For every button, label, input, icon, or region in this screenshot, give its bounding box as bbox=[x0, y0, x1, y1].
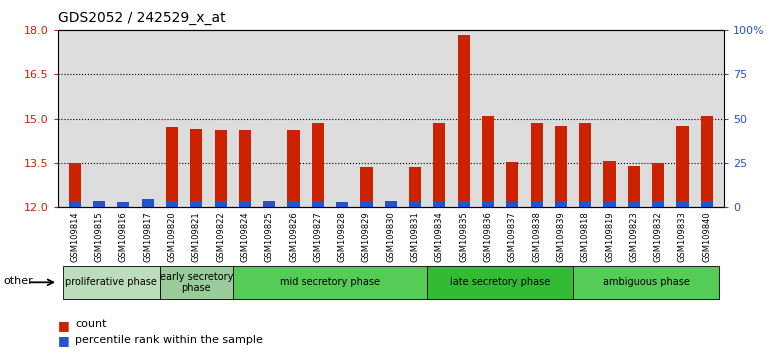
Text: GSM109815: GSM109815 bbox=[95, 212, 104, 262]
Text: GSM109820: GSM109820 bbox=[168, 212, 176, 262]
Bar bbox=[287, 130, 300, 207]
Text: mid secretory phase: mid secretory phase bbox=[280, 277, 380, 287]
Bar bbox=[506, 162, 518, 207]
Text: proliferative phase: proliferative phase bbox=[65, 277, 157, 287]
Bar bbox=[312, 201, 324, 207]
Bar bbox=[628, 166, 640, 207]
Text: GSM109836: GSM109836 bbox=[484, 212, 493, 262]
Bar bbox=[239, 201, 251, 207]
Bar bbox=[117, 202, 129, 207]
Bar bbox=[263, 202, 276, 207]
Bar bbox=[160, 266, 233, 299]
Text: GSM109834: GSM109834 bbox=[435, 212, 444, 262]
Text: GSM109826: GSM109826 bbox=[289, 212, 298, 262]
Bar bbox=[628, 202, 640, 207]
Text: GSM109821: GSM109821 bbox=[192, 212, 201, 262]
Text: GSM109828: GSM109828 bbox=[338, 212, 346, 262]
Bar bbox=[360, 201, 373, 207]
Text: GSM109832: GSM109832 bbox=[654, 212, 663, 262]
Bar bbox=[239, 130, 251, 207]
Bar bbox=[190, 129, 203, 207]
Bar bbox=[142, 199, 154, 207]
Bar bbox=[701, 201, 713, 207]
Bar bbox=[457, 201, 470, 207]
Text: count: count bbox=[75, 319, 107, 329]
Bar bbox=[652, 163, 665, 207]
Bar bbox=[93, 201, 105, 207]
Bar bbox=[336, 202, 348, 207]
Bar bbox=[166, 127, 178, 207]
Text: GSM109831: GSM109831 bbox=[410, 212, 420, 262]
Text: GSM109814: GSM109814 bbox=[70, 212, 79, 262]
Bar bbox=[555, 126, 567, 207]
Bar bbox=[69, 164, 81, 207]
Text: GSM109819: GSM109819 bbox=[605, 212, 614, 262]
Bar bbox=[360, 167, 373, 207]
Bar bbox=[62, 266, 160, 299]
Bar bbox=[457, 34, 470, 207]
Text: other: other bbox=[4, 276, 34, 286]
Bar bbox=[531, 201, 543, 207]
Bar bbox=[336, 204, 348, 207]
Text: GSM109822: GSM109822 bbox=[216, 212, 225, 262]
Text: GSM109830: GSM109830 bbox=[387, 212, 395, 262]
Bar bbox=[190, 201, 203, 207]
Bar bbox=[287, 201, 300, 207]
Bar bbox=[69, 202, 81, 207]
Bar bbox=[215, 130, 226, 207]
Text: GSM109835: GSM109835 bbox=[459, 212, 468, 262]
Bar bbox=[233, 266, 427, 299]
Bar bbox=[215, 201, 226, 207]
Text: early secretory
phase: early secretory phase bbox=[159, 272, 233, 293]
Text: ■: ■ bbox=[58, 335, 69, 348]
Bar bbox=[409, 167, 421, 207]
Bar bbox=[385, 202, 397, 207]
Text: GSM109823: GSM109823 bbox=[629, 212, 638, 262]
Text: GSM109818: GSM109818 bbox=[581, 212, 590, 262]
Text: GSM109816: GSM109816 bbox=[119, 212, 128, 262]
Bar bbox=[555, 201, 567, 207]
Text: GSM109840: GSM109840 bbox=[702, 212, 711, 262]
Text: GSM109837: GSM109837 bbox=[508, 212, 517, 262]
Bar bbox=[385, 201, 397, 207]
Bar bbox=[427, 266, 573, 299]
Text: ■: ■ bbox=[58, 319, 69, 332]
Bar bbox=[652, 201, 665, 207]
Text: GDS2052 / 242529_x_at: GDS2052 / 242529_x_at bbox=[58, 11, 226, 25]
Bar bbox=[573, 266, 719, 299]
Text: GSM109824: GSM109824 bbox=[240, 212, 249, 262]
Bar bbox=[263, 201, 276, 207]
Bar bbox=[312, 123, 324, 207]
Text: GSM109817: GSM109817 bbox=[143, 212, 152, 262]
Bar bbox=[506, 202, 518, 207]
Bar bbox=[676, 126, 688, 207]
Bar bbox=[482, 201, 494, 207]
Bar bbox=[166, 201, 178, 207]
Text: GSM109839: GSM109839 bbox=[557, 212, 565, 262]
Text: late secretory phase: late secretory phase bbox=[450, 277, 551, 287]
Bar bbox=[579, 123, 591, 207]
Bar bbox=[434, 201, 446, 207]
Text: GSM109827: GSM109827 bbox=[313, 212, 323, 262]
Bar bbox=[434, 123, 446, 207]
Bar bbox=[117, 202, 129, 207]
Bar bbox=[93, 201, 105, 207]
Text: GSM109829: GSM109829 bbox=[362, 212, 371, 262]
Text: percentile rank within the sample: percentile rank within the sample bbox=[75, 335, 263, 344]
Bar bbox=[604, 161, 616, 207]
Text: GSM109833: GSM109833 bbox=[678, 212, 687, 262]
Bar bbox=[482, 116, 494, 207]
Bar bbox=[701, 116, 713, 207]
Text: GSM109838: GSM109838 bbox=[532, 212, 541, 262]
Text: ambiguous phase: ambiguous phase bbox=[603, 277, 689, 287]
Bar bbox=[579, 201, 591, 207]
Text: GSM109825: GSM109825 bbox=[265, 212, 273, 262]
Bar bbox=[604, 201, 616, 207]
Bar bbox=[531, 123, 543, 207]
Bar bbox=[142, 204, 154, 207]
Bar bbox=[409, 202, 421, 207]
Bar bbox=[676, 201, 688, 207]
